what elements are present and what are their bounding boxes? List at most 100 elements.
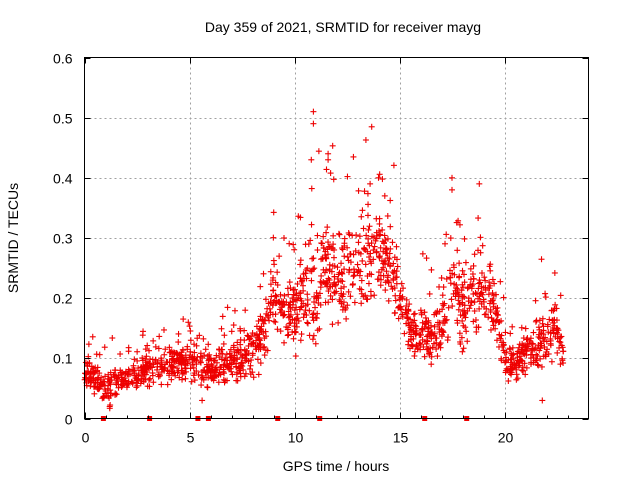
data-point: [459, 299, 466, 306]
data-point: [417, 341, 424, 348]
data-point: [347, 293, 354, 300]
data-point: [318, 272, 325, 279]
data-point: [371, 292, 378, 299]
data-point: [261, 335, 268, 342]
data-point: [113, 379, 120, 386]
data-point: [359, 207, 366, 214]
data-point: [112, 367, 119, 374]
data-point: [413, 327, 420, 334]
data-point: [119, 369, 126, 376]
data-point: [505, 366, 512, 373]
data-point: [364, 190, 371, 197]
data-point: [209, 373, 216, 380]
data-point: [344, 253, 351, 260]
data-point: [403, 310, 410, 317]
data-point: [457, 312, 464, 319]
data-point: [454, 320, 461, 327]
data-point: [133, 379, 140, 386]
data-point: [547, 335, 554, 342]
data-point: [249, 330, 256, 337]
data-point: [323, 166, 330, 173]
data-point: [92, 364, 99, 371]
data-point: [347, 259, 354, 266]
data-point: [492, 325, 499, 332]
data-point: [315, 148, 322, 155]
data-point: [287, 285, 294, 292]
data-point: [213, 352, 220, 359]
data-point: [498, 317, 505, 324]
data-point: [171, 351, 178, 358]
data-point: [414, 346, 421, 353]
data-point: [496, 343, 503, 350]
data-point: [428, 329, 435, 336]
data-point: [490, 322, 497, 329]
data-point: [316, 325, 323, 332]
data-point: [119, 382, 126, 389]
data-point: [354, 261, 361, 268]
data-point: [490, 292, 497, 299]
data-point: [493, 337, 500, 344]
data-point: [554, 325, 561, 332]
data-point: [285, 331, 292, 338]
data-point: [422, 338, 429, 345]
data-point: [267, 268, 274, 275]
data-point: [376, 171, 383, 178]
data-point: [490, 297, 497, 304]
data-point: [398, 280, 405, 287]
data-point: [535, 362, 542, 369]
y-tick-label: 0.6: [53, 51, 73, 67]
data-point: [199, 397, 206, 404]
data-point: [364, 248, 371, 255]
data-point: [389, 239, 396, 246]
data-point: [382, 287, 389, 294]
data-point: [289, 295, 296, 302]
data-point: [346, 266, 353, 273]
data-point: [367, 180, 374, 187]
data-point: [482, 311, 489, 318]
data-point: [475, 324, 482, 331]
data-point: [455, 306, 462, 313]
data-point: [162, 346, 169, 353]
data-point: [481, 303, 488, 310]
data-point: [234, 377, 241, 384]
data-point: [428, 353, 435, 360]
data-point: [271, 318, 278, 325]
data-point: [373, 215, 380, 222]
data-point: [529, 346, 536, 353]
data-point: [255, 371, 262, 378]
data-point: [231, 307, 238, 314]
data-point: [294, 311, 301, 318]
data-point: [388, 283, 395, 290]
data-point: [536, 335, 543, 342]
data-point: [509, 323, 516, 330]
data-point: [87, 370, 94, 377]
data-point: [487, 267, 494, 274]
data-point: [223, 351, 230, 358]
data-point: [340, 299, 347, 306]
data-point: [456, 300, 463, 307]
data-point: [234, 346, 241, 353]
data-point: [365, 240, 372, 247]
data-point: [276, 253, 283, 260]
data-point: [323, 229, 330, 236]
data-point: [257, 313, 264, 320]
data-point: [322, 255, 329, 262]
data-point: [459, 267, 466, 274]
data-point: [257, 326, 264, 333]
data-point: [456, 221, 463, 228]
data-point: [533, 351, 540, 358]
data-point: [191, 377, 198, 384]
data-point: [175, 330, 182, 337]
data-point: [399, 293, 406, 300]
data-point: [343, 315, 350, 322]
data-point: [336, 269, 343, 276]
data-point: [257, 283, 264, 290]
data-point: [340, 283, 347, 290]
data-point: [98, 374, 105, 381]
data-point: [428, 266, 435, 273]
data-point: [182, 375, 189, 382]
data-point: [336, 296, 343, 303]
data-point: [280, 311, 287, 318]
data-point: [331, 290, 338, 297]
